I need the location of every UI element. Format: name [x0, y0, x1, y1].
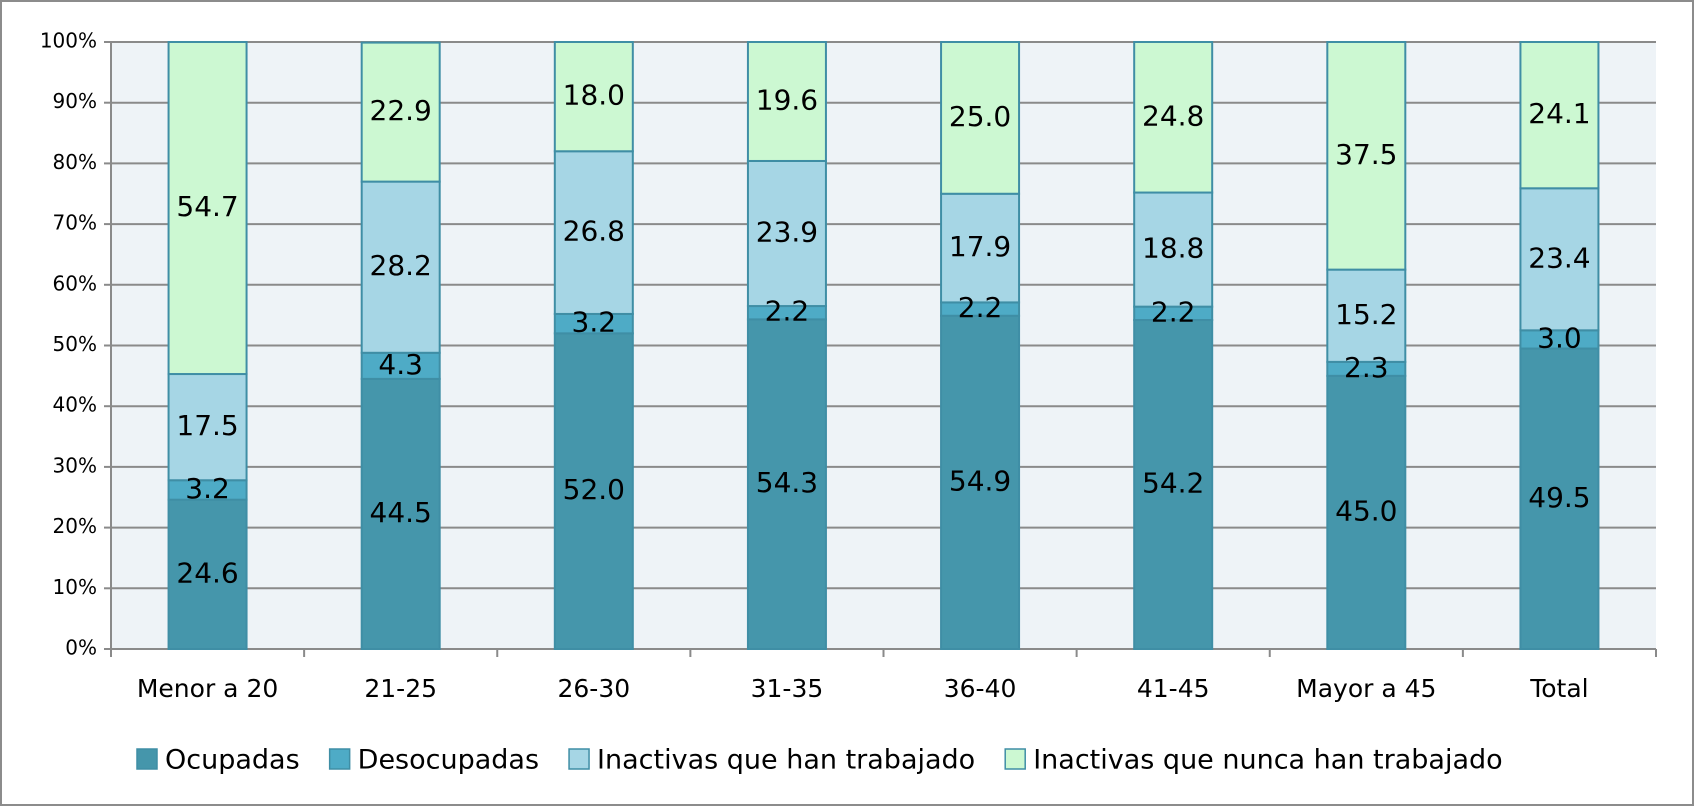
legend-swatch — [136, 748, 158, 770]
data-label: 54.9 — [949, 464, 1011, 497]
bar-segment — [360, 180, 441, 354]
bar-segment — [167, 41, 248, 376]
data-label: 54.7 — [176, 190, 238, 223]
data-label: 3.0 — [1537, 321, 1582, 354]
bar-segment — [746, 41, 827, 162]
y-tick-label: 10% — [53, 575, 97, 599]
legend-swatch — [328, 748, 351, 770]
data-label: 2.2 — [765, 295, 810, 328]
data-label: 2.3 — [1344, 351, 1389, 384]
data-label: 52.0 — [563, 473, 625, 506]
data-label: 23.9 — [756, 216, 818, 249]
x-tick-label: 21-25 — [364, 674, 437, 703]
legend-label: Desocupadas — [358, 745, 539, 776]
bar-segment — [1519, 41, 1600, 190]
legend-label: Ocupadas — [165, 745, 300, 776]
y-tick-label: 80% — [53, 150, 97, 174]
data-label: 18.8 — [1142, 232, 1204, 265]
data-label: 24.6 — [176, 556, 238, 589]
bar-segment — [940, 41, 1021, 195]
data-label: 17.9 — [949, 230, 1011, 263]
bar-segment — [167, 373, 248, 482]
bar-segment — [1133, 191, 1214, 308]
bar-segment — [940, 192, 1021, 304]
y-tick-label: 70% — [53, 211, 97, 235]
legend-swatch — [1004, 748, 1026, 770]
y-tick-label: 60% — [53, 271, 97, 295]
data-label: 23.4 — [1528, 241, 1590, 274]
data-label: 25.0 — [949, 100, 1011, 133]
bar-segment — [1133, 41, 1214, 194]
bar-segment — [167, 498, 248, 651]
bar-segment — [746, 159, 827, 308]
data-label: 3.2 — [572, 306, 617, 339]
bar-segment — [553, 332, 634, 650]
data-label: 44.5 — [370, 496, 432, 529]
data-label: 28.2 — [370, 249, 432, 282]
bar-segment — [1326, 268, 1407, 363]
bar-segment — [553, 150, 634, 315]
data-label: 49.5 — [1528, 481, 1590, 514]
data-label: 37.5 — [1335, 138, 1397, 171]
x-tick-label: Menor a 20 — [137, 674, 278, 703]
data-label: 24.1 — [1528, 97, 1590, 130]
data-label: 3.2 — [185, 472, 230, 505]
x-tick-label: Mayor a 45 — [1296, 674, 1436, 703]
bar-segment — [360, 351, 441, 380]
data-label: 18.0 — [563, 79, 625, 112]
data-label: 45.0 — [1335, 494, 1397, 527]
data-label: 26.8 — [563, 215, 625, 248]
data-label: 19.6 — [756, 83, 818, 116]
bar-segment — [1326, 41, 1407, 271]
x-tick-label: Total — [1529, 674, 1588, 703]
y-tick-label: 30% — [53, 453, 97, 477]
bar-segment — [360, 41, 441, 183]
data-label: 17.5 — [176, 409, 238, 442]
data-label: 15.2 — [1335, 298, 1397, 331]
bar-segment — [553, 41, 634, 153]
x-tick-label: 26-30 — [557, 674, 630, 703]
bar-segment — [1326, 374, 1407, 650]
legend-label: Inactivas que han trabajado — [597, 745, 975, 776]
y-tick-label: 20% — [53, 514, 97, 538]
data-label: 2.2 — [958, 291, 1003, 324]
data-label: 54.3 — [756, 466, 818, 499]
y-tick-label: 100% — [40, 29, 97, 53]
data-label: 22.9 — [370, 94, 432, 127]
data-label: 2.2 — [1151, 295, 1196, 328]
legend-label: Inactivas que nunca han trabajado — [1033, 745, 1502, 776]
y-tick-label: 50% — [53, 332, 97, 356]
bar-segment — [1519, 187, 1600, 332]
y-tick-label: 0% — [65, 636, 97, 660]
data-label: 54.2 — [1142, 467, 1204, 500]
x-tick-label: 36-40 — [944, 674, 1017, 703]
legend-swatch — [568, 748, 590, 770]
y-tick-label: 90% — [53, 89, 97, 113]
x-tick-label: 31-35 — [751, 674, 824, 703]
y-tick-label: 40% — [53, 393, 97, 417]
data-label: 4.3 — [378, 348, 423, 381]
bar-segment — [1133, 319, 1214, 650]
x-tick-label: 41-45 — [1137, 674, 1210, 703]
data-label: 24.8 — [1142, 99, 1204, 132]
